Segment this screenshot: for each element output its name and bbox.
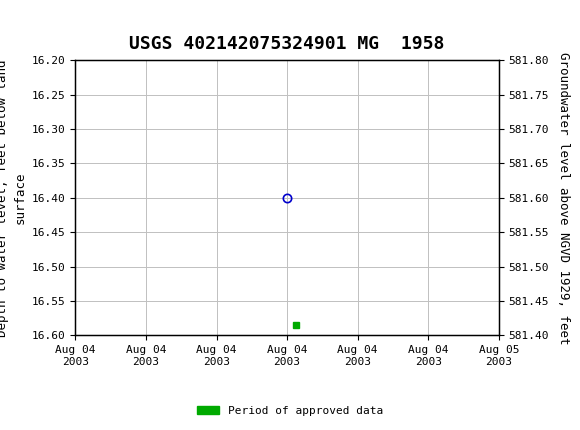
Y-axis label: Depth to water level, feet below land
surface: Depth to water level, feet below land su…	[0, 59, 26, 337]
Title: USGS 402142075324901 MG  1958: USGS 402142075324901 MG 1958	[129, 35, 445, 53]
Legend: Period of approved data: Period of approved data	[193, 401, 387, 420]
Y-axis label: Groundwater level above NGVD 1929, feet: Groundwater level above NGVD 1929, feet	[557, 52, 570, 344]
Text: ≋USGS: ≋USGS	[12, 12, 78, 33]
